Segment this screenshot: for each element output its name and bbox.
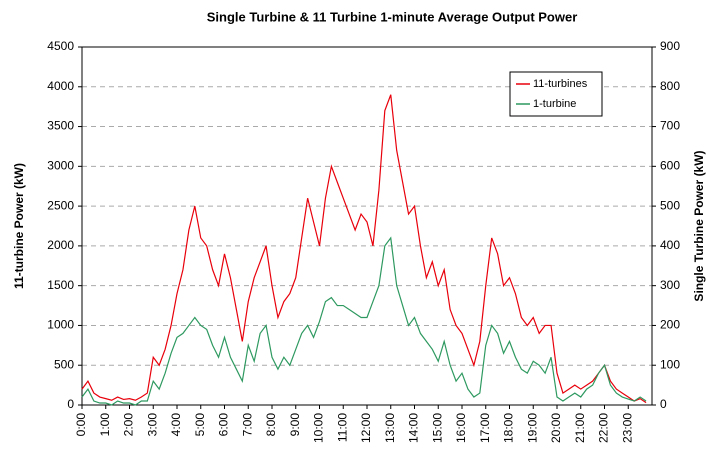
x-tick-label: 4:00 <box>169 413 183 437</box>
y2-tick-label: 800 <box>660 79 680 93</box>
y2-tick-label: 200 <box>660 318 680 332</box>
series-line <box>81 236 647 406</box>
x-tick-label: 23:00 <box>620 413 634 443</box>
x-tick-label: 1:00 <box>98 413 112 437</box>
y2-tick-label: 600 <box>660 159 680 173</box>
y-tick-label: 0 <box>67 397 74 411</box>
y-tick-label: 1000 <box>47 318 74 332</box>
y2-tick-label: 300 <box>660 278 680 292</box>
legend-box <box>509 71 603 117</box>
y-tick-label: 2000 <box>47 238 74 252</box>
x-tick-label: 16:00 <box>454 413 468 443</box>
x-tick-label: 12:00 <box>359 413 373 443</box>
x-tick-label: 14:00 <box>407 413 421 443</box>
x-tick-label: 15:00 <box>430 413 444 443</box>
y2-tick-label: 400 <box>660 238 680 252</box>
y-tick-label: 4500 <box>47 39 74 53</box>
x-tick-label: 17:00 <box>478 413 492 443</box>
x-tick-label: 3:00 <box>145 413 159 437</box>
y2-tick-label: 100 <box>660 357 680 371</box>
y-tick-label: 3500 <box>47 119 74 133</box>
y2-tick-label: 500 <box>660 198 680 212</box>
x-tick-label: 22:00 <box>597 413 611 443</box>
legend-label: 11-turbines <box>533 78 588 90</box>
x-tick-label: 13:00 <box>383 413 397 443</box>
x-tick-label: 21:00 <box>573 413 587 443</box>
x-tick-label: 0:00 <box>74 413 88 437</box>
x-tick-label: 5:00 <box>193 413 207 437</box>
y-axis-label: 11-turbine Power (kW) <box>12 163 26 289</box>
x-tick-label: 18:00 <box>502 413 516 443</box>
x-tick-label: 6:00 <box>217 413 231 437</box>
series-line <box>81 94 647 404</box>
x-tick-label: 19:00 <box>525 413 539 443</box>
y-tick-label: 4000 <box>47 79 74 93</box>
legend-label: 1-turbine <box>533 98 576 110</box>
plot-frame <box>81 46 653 406</box>
y-tick-label: 1500 <box>47 278 74 292</box>
x-tick-label: 7:00 <box>240 413 254 437</box>
chart-title: Single Turbine & 11 Turbine 1-minute Ave… <box>207 9 578 24</box>
y-tick-label: 3000 <box>47 159 74 173</box>
y2-tick-label: 700 <box>660 119 680 133</box>
x-tick-label: 11:00 <box>335 413 349 442</box>
y-tick-label: 500 <box>54 357 74 371</box>
x-tick-label: 2:00 <box>122 413 136 437</box>
y-tick-label: 2500 <box>47 198 74 212</box>
y2-tick-label: 900 <box>660 39 680 53</box>
y2-tick-label: 0 <box>660 397 667 411</box>
x-tick-label: 20:00 <box>549 413 563 443</box>
x-tick-label: 9:00 <box>288 413 302 437</box>
y2-axis-label: Single Turbine Power (kW) <box>692 150 706 301</box>
x-tick-label: 10:00 <box>312 413 326 443</box>
x-tick-label: 8:00 <box>264 413 278 437</box>
